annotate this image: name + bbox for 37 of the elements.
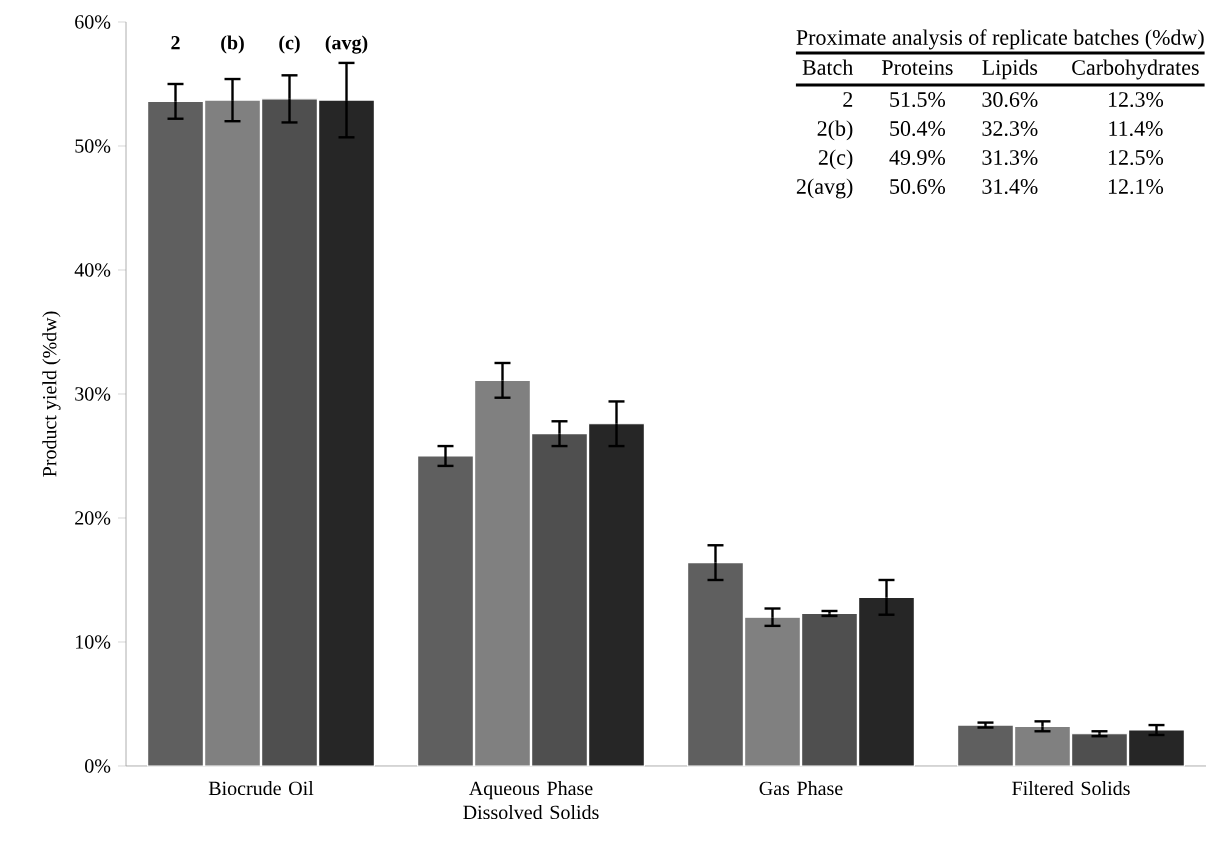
- annotation: 2(c): [818, 149, 853, 170]
- annotation: 2(avg): [796, 178, 853, 199]
- annotation: 50.6%: [890, 179, 946, 194]
- annotation: 12.3%: [1108, 92, 1164, 108]
- annotation: 30.6%: [982, 92, 1038, 108]
- text: (c): [279, 35, 300, 54]
- annotation: 51.5%: [890, 92, 946, 108]
- annotation: Proteins: [881, 60, 953, 75]
- annotation: 12.1%: [1108, 179, 1164, 194]
- annotation: 50.4%: [890, 121, 946, 137]
- annotation: Lipids: [982, 59, 1038, 80]
- annotation: Batch: [802, 59, 854, 75]
- annotation: 31.4%: [982, 179, 1038, 194]
- text: 2: [171, 36, 180, 50]
- x-tick-label: Biocrude Oil: [208, 781, 314, 796]
- y-tick-label: 60%: [75, 15, 111, 29]
- annotation: 11.4%: [1109, 121, 1163, 137]
- y-tick-label: 30%: [75, 387, 111, 401]
- annotation: 2(b): [817, 120, 853, 141]
- annotation: 31.3%: [982, 150, 1038, 166]
- y-tick-label: 10%: [76, 635, 111, 649]
- y-tick-label: 20%: [75, 511, 111, 525]
- text: (b): [221, 35, 244, 54]
- y-tick-label: 40%: [74, 263, 111, 277]
- x-tick-label: Filtered Solids: [1012, 781, 1130, 796]
- annotation: 2: [843, 92, 853, 107]
- text: (avg): [325, 35, 368, 54]
- y-tick-label: 0%: [85, 759, 111, 773]
- x-tick-label: Aqueous Phase Dissolved Solids: [463, 781, 599, 820]
- annotation: 12.5%: [1108, 150, 1164, 166]
- y-axis-title: Product yield (%dw): [42, 311, 61, 477]
- annotation: Proximate analysis of replicate batches (%dw): [796, 29, 1204, 50]
- annotation: Carbohydrates: [1072, 59, 1199, 80]
- x-tick-label: Gas Phase: [759, 781, 843, 796]
- y-tick-label: 50%: [75, 139, 111, 153]
- annotation: 49.9%: [889, 150, 946, 166]
- annotation: 32.3%: [982, 121, 1038, 137]
